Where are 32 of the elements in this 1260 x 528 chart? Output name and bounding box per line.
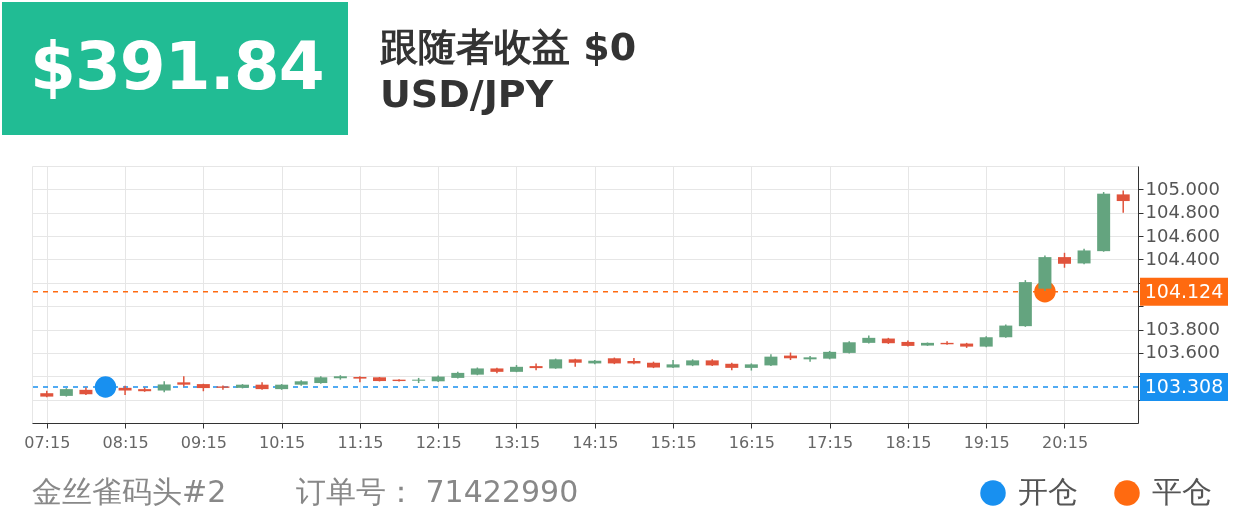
x-tick-label: 09:15 xyxy=(180,432,227,452)
chart-subtitle: USD/JPY xyxy=(380,72,554,116)
x-tick-label: 18:15 xyxy=(885,432,932,452)
ref-line-label: 104.124 xyxy=(1144,279,1224,302)
x-tick-label: 08:15 xyxy=(102,432,149,452)
x-tick-label: 12:15 xyxy=(415,432,462,452)
y-tick-label: 104.400 xyxy=(1145,247,1220,269)
x-tick-label: 07:15 xyxy=(24,432,71,452)
x-tick-label: 13:15 xyxy=(493,432,541,452)
x-tick-label: 15:15 xyxy=(650,432,697,452)
y-tick-label: 103.600 xyxy=(1145,341,1220,363)
x-tick-label: 10:15 xyxy=(259,432,306,452)
candlestick xyxy=(177,375,191,388)
legend-label: 开仓 xyxy=(1018,474,1078,509)
x-tick-label: 19:15 xyxy=(963,432,1010,452)
x-tick-label: 11:15 xyxy=(337,432,384,452)
y-tick-label: 103.800 xyxy=(1145,318,1220,340)
ref-line-label: 103.308 xyxy=(1144,375,1224,398)
y-tick-label: 105.000 xyxy=(1145,177,1220,199)
candlestick xyxy=(529,362,543,371)
legend-label: 平仓 xyxy=(1152,474,1212,509)
x-tick-label: 14:15 xyxy=(572,432,619,452)
text: 订单号： 71422990 xyxy=(296,473,579,511)
text: $391.84 xyxy=(30,28,324,105)
candlestick xyxy=(1116,189,1130,214)
y-tick-label: 104.600 xyxy=(1145,224,1220,246)
x-tick-label: 20:15 xyxy=(1041,432,1089,452)
chart-title: 跟随者收益 $0 xyxy=(380,24,637,71)
x-tick-label: 16:15 xyxy=(728,432,775,452)
y-tick-label: 104.800 xyxy=(1145,201,1220,223)
text: 金丝雀码头#2 xyxy=(32,473,227,511)
x-tick-label: 17:15 xyxy=(807,432,854,452)
